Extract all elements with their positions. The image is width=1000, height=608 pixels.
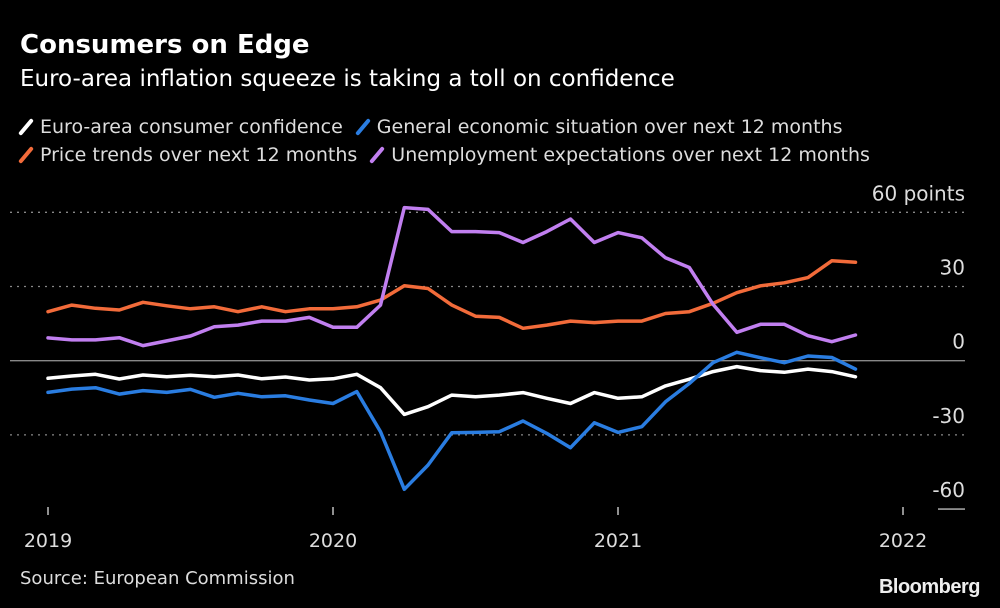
legend-row-2: Price trends over next 12 months Unemplo… [18,144,870,166]
y-tick-label: 30 [940,256,965,280]
legend-label: Unemployment expectations over next 12 m… [391,144,870,166]
y-tick-label: -60 [932,478,965,502]
bloomberg-logo: Bloomberg [878,576,981,598]
legend-label: Price trends over next 12 months [40,144,358,166]
legend-item-confidence: Euro-area consumer confidence [18,116,343,138]
y-tick-label: -30 [932,404,965,428]
x-tick-label: 2019 [24,530,72,552]
y-tick-label: 60 points [872,181,965,205]
series-line-2 [46,259,858,331]
x-tick-label: 2020 [309,530,357,552]
source-note: Source: European Commission [20,568,295,589]
y-tick-label: 0 [952,330,965,354]
chart-subtitle: Euro-area inflation squeeze is taking a … [20,66,675,92]
x-tick-label: 2022 [879,530,927,552]
series-line-3 [46,205,858,348]
legend-row-1: Euro-area consumer confidence General ec… [18,116,843,138]
legend-item-general-economic: General economic situation over next 12 … [354,116,843,138]
legend-label: Euro-area consumer confidence [40,116,343,138]
legend-label: General economic situation over next 12 … [376,116,843,138]
series-line-1 [46,350,858,492]
chart-title: Consumers on Edge [20,30,310,60]
legend-item-price-trends: Price trends over next 12 months [18,144,358,166]
x-tick-label: 2021 [594,530,642,552]
legend-item-unemployment: Unemployment expectations over next 12 m… [369,144,870,166]
